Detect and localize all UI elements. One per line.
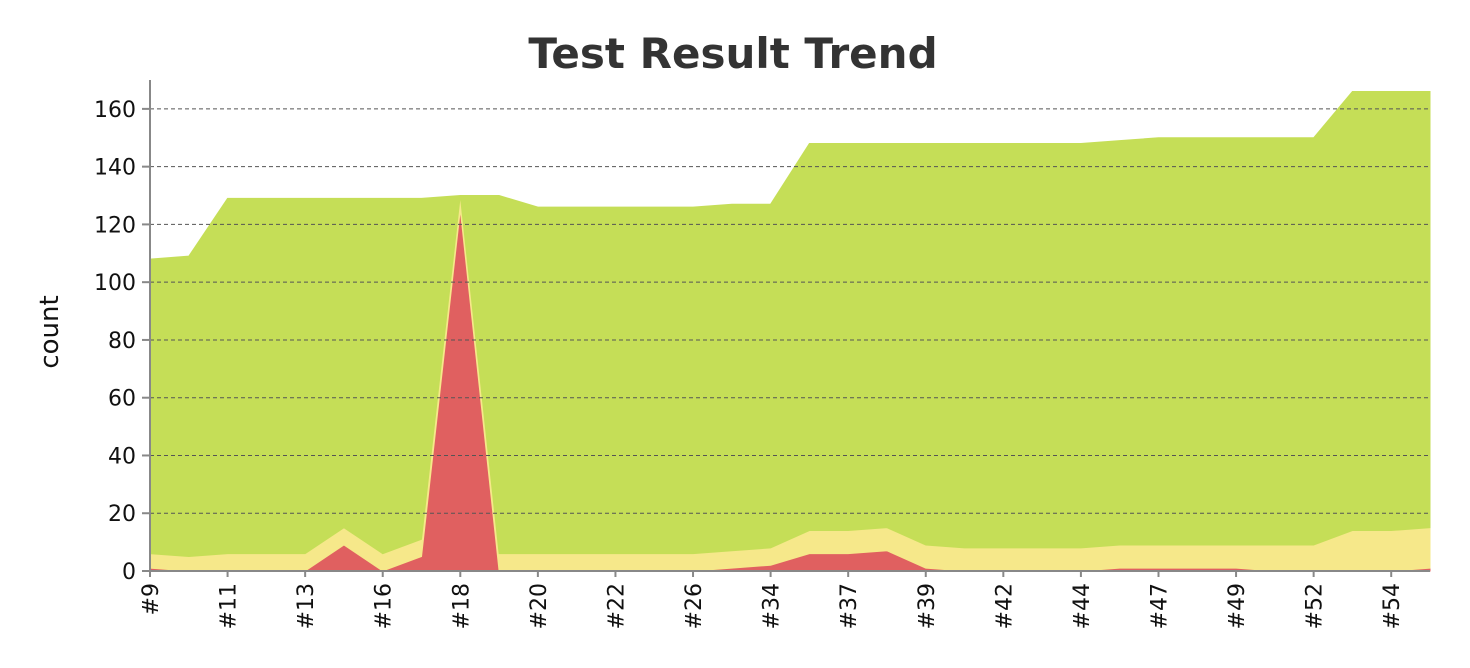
x-tick-label-11: #11	[217, 583, 242, 629]
x-tick-label-44: #44	[1070, 583, 1095, 629]
y-axis: 0 20 40 60 80 100 120 140 160	[94, 80, 150, 585]
y-tick-label-120: 120	[94, 213, 136, 238]
x-tick-label-16: #16	[372, 583, 397, 629]
x-tick-label-9: #9	[139, 583, 164, 615]
y-tick-label-140: 140	[94, 156, 136, 181]
x-tick-label-49: #49	[1225, 583, 1250, 629]
x-tick-label-39: #39	[915, 583, 940, 629]
y-tick-label-40: 40	[108, 444, 136, 469]
stacked-areas	[150, 92, 1430, 571]
y-axis-label: count	[35, 295, 65, 368]
x-tick-label-18: #18	[449, 583, 474, 629]
x-tick-label-26: #26	[682, 583, 707, 629]
x-tick-label-34: #34	[760, 583, 785, 629]
x-tick-label-52: #52	[1303, 583, 1328, 629]
x-tick-label-42: #42	[992, 583, 1017, 629]
y-tick-label-80: 80	[108, 329, 136, 354]
x-axis: #9 #11 #13 #16 #18 #20 #22 #26 #34 #37 #39 #42 #44 #4…	[139, 571, 1430, 629]
y-tick-label-20: 20	[108, 502, 136, 527]
x-tick-label-13: #13	[294, 583, 319, 629]
x-tick-label-47: #47	[1147, 583, 1172, 629]
y-tick-label-60: 60	[108, 387, 136, 412]
area-passed	[150, 92, 1430, 557]
x-tick-label-22: #22	[604, 583, 629, 629]
y-tick-label-0: 0	[122, 560, 136, 585]
x-tick-label-37: #37	[837, 583, 862, 629]
chart-title: Test Result Trend	[528, 29, 937, 78]
x-tick-label-20: #20	[527, 583, 552, 629]
x-tick-label-54: #54	[1380, 583, 1405, 629]
y-tick-label-100: 100	[94, 271, 136, 296]
y-tick-label-160: 160	[94, 98, 136, 123]
